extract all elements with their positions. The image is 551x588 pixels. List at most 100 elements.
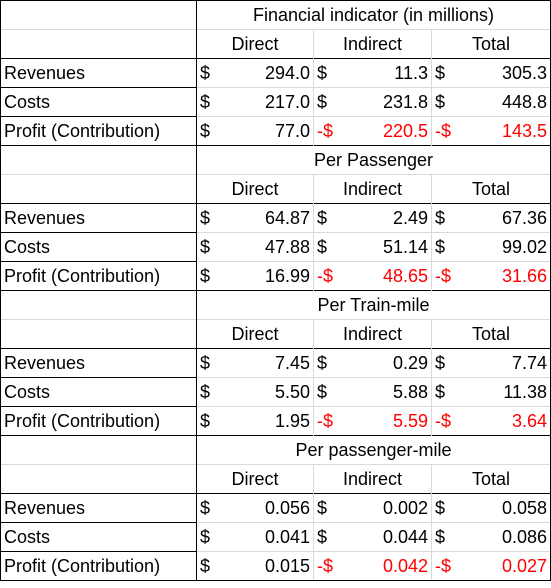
table-row: Revenues $64.87 $2.49 $67.36	[0, 203, 551, 233]
row-label: Profit (Contribution)	[0, 406, 197, 436]
value-cell: 0.044	[338, 522, 432, 552]
value-cell: 0.056	[221, 493, 314, 523]
value-cell: 7.45	[221, 348, 314, 378]
currency-symbol: -$	[431, 116, 457, 146]
section-title: Per Train-mile	[196, 290, 551, 320]
currency-symbol: $	[313, 377, 339, 407]
currency-symbol: $	[313, 87, 339, 117]
section-title: Financial indicator (in millions)	[196, 0, 551, 30]
value-cell: 0.042	[338, 551, 432, 581]
table-row: Profit (Contribution) $1.95 -$ 5.59 -$ 3.64	[0, 406, 551, 436]
row-label: Costs	[0, 87, 197, 117]
table-row: Revenues $0.056 $0.002 $0.058	[0, 493, 551, 523]
currency-symbol: $	[313, 522, 339, 552]
table-row: Revenues $294.0 $11.3 $305.3	[0, 58, 551, 88]
blank-cell	[0, 145, 197, 175]
blank-cell	[0, 435, 197, 465]
currency-symbol: $	[431, 522, 457, 552]
value-cell: 0.29	[338, 348, 432, 378]
value-cell: 217.0	[221, 87, 314, 117]
blank-cell	[0, 0, 197, 30]
value-cell: 7.74	[456, 348, 551, 378]
row-label: Costs	[0, 377, 197, 407]
currency-symbol: $	[196, 522, 222, 552]
currency-symbol: $	[313, 493, 339, 523]
column-header-row: Direct Indirect Total	[0, 464, 551, 494]
table-row: Profit (Contribution) $16.99 -$ 48.65 -$ 31.6…	[0, 261, 551, 291]
blank-cell	[0, 319, 197, 349]
value-cell: 3.64	[456, 406, 551, 436]
table-row: Costs $217.0 $231.8 $448.8	[0, 87, 551, 117]
currency-symbol: $	[196, 203, 222, 233]
row-label: Costs	[0, 232, 197, 262]
blank-cell	[0, 174, 197, 204]
value-cell: 448.8	[456, 87, 551, 117]
currency-symbol: $	[196, 232, 222, 262]
table-row: Profit (Contribution) $0.015 -$ 0.042 -$ 0.02…	[0, 551, 551, 581]
table-row: Revenues $7.45 $0.29 $7.74	[0, 348, 551, 378]
value-cell: 48.65	[338, 261, 432, 291]
row-label: Revenues	[0, 348, 197, 378]
currency-symbol: $	[431, 348, 457, 378]
currency-symbol: $	[196, 87, 222, 117]
currency-symbol: $	[196, 551, 222, 581]
currency-symbol: $	[431, 377, 457, 407]
value-cell: 16.99	[221, 261, 314, 291]
column-header-row: Direct Indirect Total	[0, 29, 551, 59]
currency-symbol: -$	[431, 406, 457, 436]
column-header: Total	[430, 174, 551, 204]
column-header: Indirect	[313, 29, 432, 59]
value-cell: 64.87	[221, 203, 314, 233]
currency-symbol: $	[196, 377, 222, 407]
column-header: Direct	[196, 29, 314, 59]
currency-symbol: -$	[313, 261, 339, 291]
column-header: Direct	[196, 464, 314, 494]
currency-symbol: $	[196, 116, 222, 146]
section-title-row: Per passenger-mile	[0, 435, 551, 465]
value-cell: 0.041	[221, 522, 314, 552]
section-title-row: Per Passenger	[0, 145, 551, 175]
currency-symbol: $	[196, 58, 222, 88]
currency-symbol: -$	[431, 551, 457, 581]
row-label: Profit (Contribution)	[0, 551, 197, 581]
column-header-row: Direct Indirect Total	[0, 174, 551, 204]
section-title: Per passenger-mile	[196, 435, 551, 465]
currency-symbol: $	[431, 203, 457, 233]
value-cell: 5.50	[221, 377, 314, 407]
value-cell: 11.38	[456, 377, 551, 407]
currency-symbol: $	[313, 58, 339, 88]
column-header: Direct	[196, 319, 314, 349]
currency-symbol: $	[313, 203, 339, 233]
value-cell: 31.66	[456, 261, 551, 291]
value-cell: 47.88	[221, 232, 314, 262]
blank-cell	[0, 464, 197, 494]
table-row: Costs $5.50 $5.88 $11.38	[0, 377, 551, 407]
currency-symbol: $	[196, 261, 222, 291]
row-label: Revenues	[0, 203, 197, 233]
row-label: Profit (Contribution)	[0, 261, 197, 291]
table-row: Profit (Contribution) $77.0 -$ 220.5 -$ 143.5	[0, 116, 551, 146]
value-cell: 11.3	[338, 58, 432, 88]
value-cell: 0.086	[456, 522, 551, 552]
value-cell: 77.0	[221, 116, 314, 146]
column-header: Indirect	[313, 464, 432, 494]
value-cell: 67.36	[456, 203, 551, 233]
currency-symbol: $	[313, 348, 339, 378]
section-title-row: Financial indicator (in millions)	[0, 0, 551, 30]
value-cell: 1.95	[221, 406, 314, 436]
column-header: Direct	[196, 174, 314, 204]
value-cell: 99.02	[456, 232, 551, 262]
table-row: Costs $0.041 $0.044 $0.086	[0, 522, 551, 552]
value-cell: 2.49	[338, 203, 432, 233]
value-cell: 51.14	[338, 232, 432, 262]
value-cell: 305.3	[456, 58, 551, 88]
currency-symbol: $	[313, 232, 339, 262]
table-row: Costs $47.88 $51.14 $99.02	[0, 232, 551, 262]
currency-symbol: $	[196, 493, 222, 523]
value-cell: 0.002	[338, 493, 432, 523]
value-cell: 5.88	[338, 377, 432, 407]
value-cell: 5.59	[338, 406, 432, 436]
currency-symbol: $	[431, 493, 457, 523]
